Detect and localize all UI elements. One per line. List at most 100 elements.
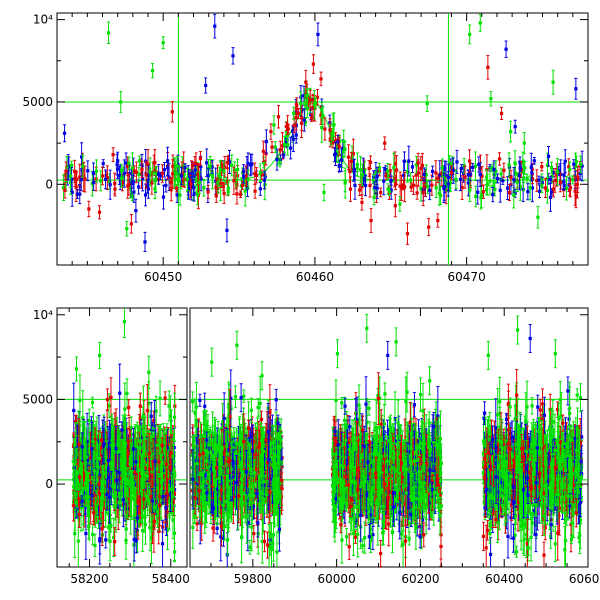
top-series-point: [337, 136, 341, 157]
top-dense-point: [549, 175, 553, 184]
data-point: [108, 539, 112, 543]
data-point: [286, 123, 290, 127]
data-point: [308, 98, 312, 102]
data-point: [204, 83, 208, 88]
top-dense-point: [553, 168, 557, 193]
data-point: [333, 153, 337, 157]
data-point: [501, 179, 505, 183]
data-point: [153, 187, 157, 191]
data-point: [348, 187, 353, 191]
data-point: [495, 176, 500, 181]
data-point: [343, 147, 347, 151]
top-dense-point: [436, 173, 440, 184]
bottom-dense-point: [160, 519, 165, 567]
top-dense-point: [230, 154, 234, 177]
top-dense-point: [537, 175, 541, 185]
data-point: [484, 188, 489, 192]
data-point: [567, 165, 571, 169]
top-series-point: [499, 106, 504, 121]
data-point: [463, 175, 467, 179]
data-point: [218, 168, 222, 172]
data-point: [574, 194, 578, 198]
top-dense-point: [448, 155, 452, 172]
data-point: [64, 179, 68, 184]
data-point: [349, 159, 353, 163]
data-point: [329, 136, 333, 140]
data-point: [423, 182, 427, 186]
data-point: [545, 188, 549, 193]
data-point: [505, 186, 510, 190]
data-point: [219, 165, 224, 169]
top-series-point: [91, 162, 96, 184]
data-point: [316, 32, 320, 37]
data-point: [443, 182, 447, 186]
data-point: [174, 186, 179, 190]
data-point: [81, 164, 85, 168]
data-point: [479, 193, 484, 197]
top-dense-point: [490, 164, 494, 173]
top-series-point: [264, 129, 268, 154]
top-dense-point: [579, 155, 583, 174]
top-dense-point: [491, 187, 495, 203]
data-point: [270, 145, 274, 149]
data-point: [518, 184, 522, 189]
top-dense-point: [117, 165, 122, 186]
data-point: [160, 171, 165, 176]
data-point: [492, 167, 496, 172]
data-point: [146, 162, 150, 166]
data-point: [415, 191, 419, 195]
data-point: [280, 144, 285, 148]
data-point: [450, 162, 455, 166]
top-dense-point: [206, 167, 210, 183]
data-point: [262, 160, 266, 165]
data-point: [305, 106, 309, 111]
data-point: [322, 190, 326, 195]
top-series-point: [316, 22, 320, 47]
top-dense-point: [543, 178, 548, 199]
data-point: [394, 182, 398, 187]
top-dense-point: [169, 176, 173, 189]
data-point: [579, 162, 583, 166]
data-point: [145, 184, 149, 188]
data-point: [155, 497, 159, 502]
data-point: [476, 190, 480, 194]
data-point: [361, 170, 365, 174]
bottom-dense-point: [163, 391, 167, 405]
x-tick-label: 60450: [144, 270, 182, 284]
top-dense-point: [299, 108, 304, 139]
data-point: [485, 183, 489, 187]
data-point: [573, 163, 578, 167]
data-point: [568, 167, 572, 172]
top-dense-point: [498, 177, 502, 203]
data-point: [360, 184, 364, 189]
data-point: [122, 171, 126, 176]
data-point: [537, 189, 542, 193]
data-point: [262, 178, 266, 182]
data-point: [409, 178, 413, 182]
data-point: [551, 80, 555, 84]
data-point: [375, 174, 379, 178]
data-point: [486, 65, 490, 69]
data-point: [507, 190, 512, 195]
top-series-point: [235, 158, 240, 181]
data-point: [421, 190, 425, 195]
top-dense-point: [63, 182, 67, 199]
data-point: [222, 191, 226, 196]
data-point: [568, 188, 572, 192]
data-point: [314, 101, 318, 105]
data-point: [573, 189, 577, 193]
top-dense-point: [314, 97, 318, 109]
top-dense-point: [388, 163, 392, 179]
data-point: [543, 186, 548, 190]
data-point: [440, 171, 444, 175]
data-point: [499, 111, 504, 116]
data-point: [436, 176, 440, 180]
data-point: [150, 69, 155, 73]
data-point: [284, 135, 288, 139]
top-series-point: [319, 71, 323, 87]
data-point: [467, 159, 472, 163]
top-dense-point: [132, 165, 136, 177]
top-series-point: [393, 194, 397, 218]
top-dense-point: [467, 149, 472, 173]
data-point: [294, 115, 298, 120]
